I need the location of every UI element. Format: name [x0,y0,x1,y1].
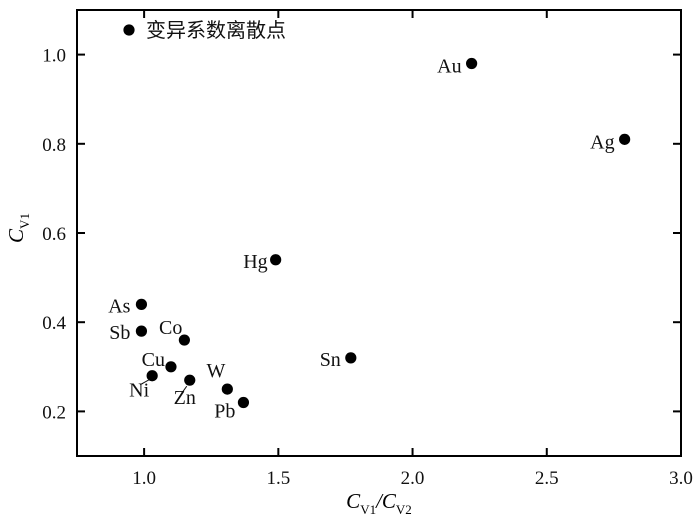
legend-label: 变异系数离散点 [146,19,286,42]
data-point-marker [237,396,250,409]
plot-area [76,9,682,457]
data-point-label: Ag [590,131,614,153]
data-point-label: Sb [109,322,130,344]
data-points: Au Ag Hg Sn As Sb Co Cu Ni Zn W Pb [108,56,631,422]
x-axis-label-sub2: V2 [396,502,412,517]
data-point-marker [135,325,148,337]
y-axis-title: CV1 [4,213,32,243]
data-point-marker [165,361,177,373]
data-point-label: Cu [142,349,165,371]
data-point-label: Sn [320,349,341,371]
data-point-marker [619,133,631,145]
data-point-marker [466,57,478,70]
data-point-label: Hg [243,251,267,273]
x-tick-label: 1.0 [132,468,156,489]
data-point-label: Zn [174,387,196,409]
data-point-label: Au [437,56,461,78]
y-tick-label: 0.6 [42,224,66,245]
data-point-leader-line [139,379,150,386]
x-tick-label: 2.5 [535,468,559,489]
y-tick-label: 0.2 [42,402,66,423]
data-point-marker [345,352,357,364]
legend: 变异系数离散点 [123,19,286,42]
data-point-marker [178,334,190,346]
data-point-group: Zn [174,374,196,409]
data-point-label: Ni [129,380,149,402]
svg-text:CV1: CV1 [4,213,32,243]
plot-frame [76,9,682,457]
svg-text:CV1/CV2: CV1/CV2 [346,489,412,517]
x-axis-title: CV1/CV2 [346,489,412,517]
data-point-label: Pb [214,400,235,422]
x-axis-label-slash: /C [375,489,397,513]
y-tick-label: 1.0 [42,46,66,67]
data-point-marker [184,374,196,386]
data-point-group: As [108,295,148,317]
x-axis-ticks: 1.0 1.5 2.0 2.5 3.0 [132,10,693,489]
data-point-group: Au [437,56,478,78]
data-point-marker [146,370,158,382]
y-tick-label: 0.8 [42,135,66,156]
y-axis-label-main: C [4,228,28,243]
x-axis-label-main: C [346,489,361,513]
x-tick-label: 2.0 [401,468,425,489]
y-axis-label-sub: V1 [17,213,32,229]
data-point-group: Ni [129,370,158,402]
data-point-group: Pb [214,396,250,422]
y-axis-ticks: 0.2 0.4 0.6 0.8 1.0 [42,46,681,423]
data-point-group: Ag [590,131,631,153]
data-point-group: Hg [243,251,282,273]
data-point-label: W [206,360,225,382]
data-point-label: Co [159,317,182,339]
x-tick-label: 1.5 [266,468,290,489]
y-tick-label: 0.4 [42,313,66,334]
data-point-marker [135,298,148,310]
legend-marker [123,24,135,36]
data-point-label: As [108,295,130,317]
x-tick-label: 3.0 [669,468,693,489]
data-point-group: W [206,360,233,395]
data-point-group: Cu [142,349,177,373]
data-point-marker [221,383,233,395]
data-point-group: Co [159,317,190,346]
data-point-leader-line [181,385,188,394]
x-axis-label-sub1: V1 [360,502,376,517]
data-point-group: Sb [109,322,148,344]
data-point-group: Sn [320,349,357,371]
data-point-marker [270,254,282,266]
